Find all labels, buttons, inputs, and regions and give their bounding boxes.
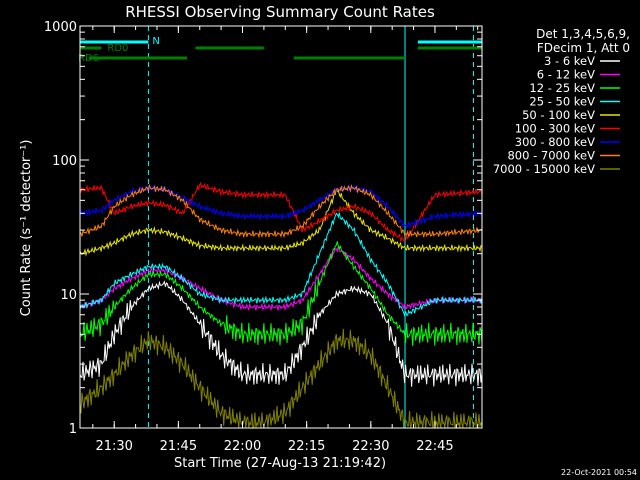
- legend-label-1: 6 - 12 keV: [537, 68, 595, 82]
- legend-header-line-2: FDecim 1, Att 0: [537, 41, 630, 55]
- x-tick-label: 22:45: [416, 439, 453, 454]
- legend-label-4: 50 - 100 keV: [522, 108, 595, 122]
- series-line-1: [79, 245, 483, 312]
- night-label: N: [152, 36, 159, 47]
- y-tick-label: 10: [60, 288, 77, 303]
- legend-label-0: 3 - 6 keV: [544, 54, 595, 68]
- plot-frame: [79, 25, 483, 429]
- legend-label-2: 12 - 25 keV: [529, 81, 595, 95]
- y-tick-label: 1000: [44, 20, 77, 35]
- legend-label-3: 25 - 50 keV: [529, 95, 595, 109]
- series-line-7: [79, 183, 483, 239]
- legend-label-7: 800 - 7000 keV: [507, 149, 595, 163]
- y-tick-label: 100: [52, 154, 77, 169]
- chart-title: RHESSI Observing Summary Count Rates: [125, 3, 435, 21]
- series-line-2: [79, 241, 483, 347]
- series-line-4: [79, 188, 483, 257]
- timestamp: 22-Oct-2021 00:54: [561, 468, 637, 477]
- rd6-label: RD6: [78, 53, 99, 64]
- rd0-label: RD0: [107, 43, 128, 54]
- x-axis-label: Start Time (27-Aug-13 21:19:42): [174, 456, 386, 471]
- series-line-3: [79, 212, 483, 318]
- x-tick-label: 22:30: [352, 439, 389, 454]
- legend-label-6: 300 - 800 keV: [515, 135, 595, 149]
- legend-label-8: 7000 - 15000 keV: [493, 162, 595, 176]
- legend-label-5: 100 - 300 keV: [515, 122, 595, 136]
- plot-area: N RD0 RD6: [78, 26, 483, 430]
- y-axis: 1 10 100 1000: [44, 20, 482, 437]
- x-tick-label: 21:30: [95, 439, 132, 454]
- series-line-0: [79, 280, 483, 387]
- y-axis-label: Count Rate (s⁻¹ detector⁻¹): [19, 140, 34, 317]
- x-axis: 21:30 21:45 22:00 22:15 22:30 22:45: [92, 26, 479, 454]
- x-tick-label: 22:00: [224, 439, 261, 454]
- x-tick-label: 22:15: [288, 439, 325, 454]
- y-tick-label: 1: [69, 422, 77, 437]
- legend-header-line-1: Det 1,3,4,5,6,9,: [536, 27, 630, 41]
- series-line-8: [79, 328, 483, 430]
- x-tick-label: 21:45: [160, 439, 197, 454]
